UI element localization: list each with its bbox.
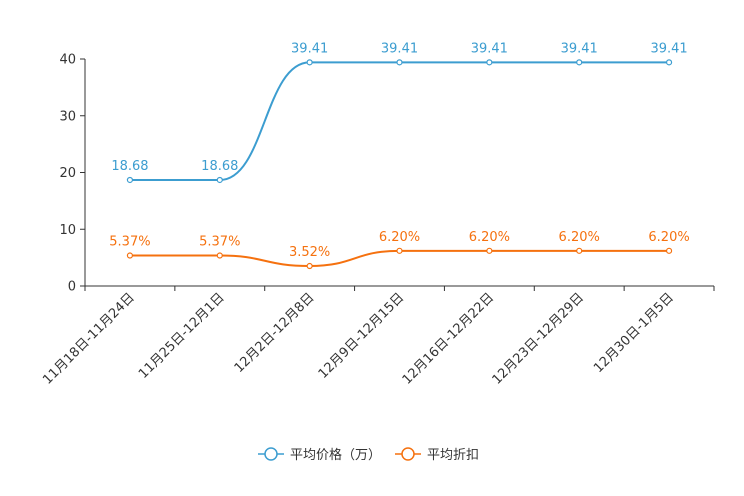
data-label: 3.52% (289, 245, 330, 260)
data-label: 39.41 (471, 41, 508, 56)
y-tick-label: 30 (59, 109, 76, 124)
y-tick-label: 20 (59, 166, 76, 181)
data-point[interactable] (216, 176, 223, 184)
data-point[interactable] (665, 247, 673, 254)
data-label: 39.41 (561, 41, 598, 56)
data-label: 39.41 (650, 41, 687, 56)
data-label: 39.41 (381, 41, 418, 56)
series-1: 18.68 18.68 39.41 39.41 39.41 39.41 39.41 (111, 41, 688, 184)
data-label: 6.20% (469, 230, 510, 245)
data-label: 39.41 (291, 41, 328, 56)
series-layer: 18.68 18.68 39.41 39.41 39.41 39.41 39.41 5.37%… (109, 41, 690, 270)
data-label: 6.20% (559, 230, 600, 245)
data-point[interactable] (576, 247, 583, 254)
data-point[interactable] (665, 59, 673, 66)
data-label: 18.68 (201, 159, 238, 174)
data-point[interactable] (306, 262, 313, 270)
data-label: 18.68 (111, 159, 148, 174)
x-tick-label: 12月16日-12月22日 (400, 290, 497, 387)
data-label: 6.20% (379, 230, 420, 245)
data-point[interactable] (486, 247, 493, 254)
y-tick-label: 40 (59, 53, 76, 68)
data-point[interactable] (396, 247, 403, 254)
data-label: 5.37% (199, 235, 240, 250)
legend[interactable]: 平均价格（万） 平均折扣 (258, 447, 479, 463)
legend-marker-circle (401, 447, 415, 461)
x-tick-label: 12月2日-12月8日 (232, 290, 318, 376)
x-tick-label: 12月30日-1月5日 (591, 290, 677, 376)
x-tick-label: 11月25日-12月1日 (136, 290, 228, 382)
y-tick-label: 0 (68, 280, 76, 295)
data-point[interactable] (576, 59, 583, 66)
x-tick-label: 12月23日-12月29日 (490, 290, 587, 387)
x-tick-label: 12月9日-12月15日 (316, 290, 408, 382)
legend-label: 平均价格（万） (290, 447, 381, 463)
data-point[interactable] (126, 252, 134, 259)
x-tick-label: 11月18日-11月24日 (40, 290, 137, 387)
data-label: 6.20% (648, 230, 689, 245)
legend-item-1[interactable]: 平均价格（万） (258, 447, 381, 463)
data-point[interactable] (126, 176, 134, 184)
data-point[interactable] (396, 59, 403, 66)
data-point[interactable] (216, 252, 223, 259)
legend-label: 平均折扣 (427, 448, 479, 463)
data-label: 5.37% (109, 235, 150, 250)
legend-item-2[interactable]: 平均折扣 (395, 447, 479, 463)
legend-marker-circle (264, 447, 278, 461)
data-point[interactable] (306, 59, 313, 66)
y-tick-label: 10 (59, 223, 76, 238)
series-2: 5.37% 5.37% 3.52% 6.20% 6.20% 6.20% 6.20% (109, 230, 690, 270)
data-point[interactable] (486, 59, 493, 66)
